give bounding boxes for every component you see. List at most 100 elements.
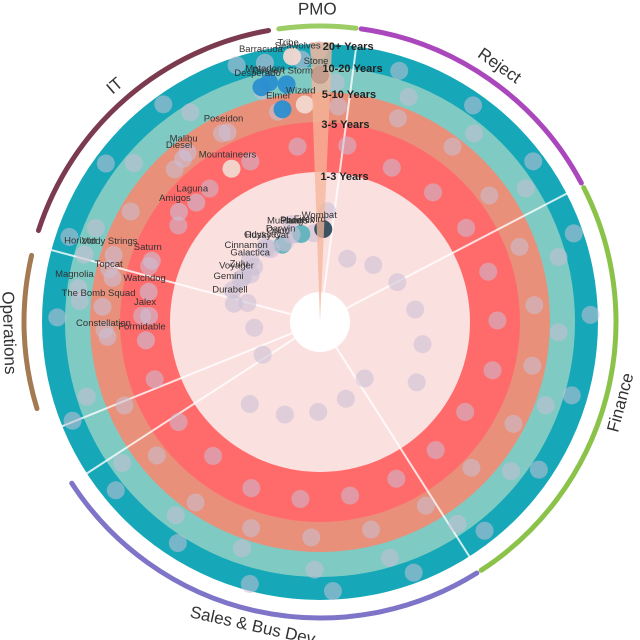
dept-arc-5 <box>35 27 272 234</box>
project-bubble <box>399 88 418 107</box>
project-bubble <box>413 335 432 354</box>
project-label: Zulu <box>230 259 248 270</box>
project-label: Formidable <box>118 321 166 332</box>
project-bubble <box>124 154 143 173</box>
sector-divider-0 <box>322 44 358 293</box>
project-label: The Bomb Squad <box>62 288 136 299</box>
project-bubble <box>390 61 409 80</box>
project-label: Firebird <box>294 214 326 225</box>
project-bubble <box>115 396 134 415</box>
project-label: Magnolia <box>55 269 94 280</box>
bubbles-layer <box>48 41 600 601</box>
project-label: Wombat <box>302 210 338 221</box>
project-bubble-voyager <box>231 270 250 289</box>
project-bubble <box>288 137 307 156</box>
project-bubble <box>70 291 89 310</box>
project-label: Orion <box>267 226 290 237</box>
dept-label-0: PMO <box>298 0 337 19</box>
project-label: Tribe <box>277 37 298 48</box>
project-bubble-magnolia <box>69 279 88 298</box>
project-label: Diesel <box>166 140 192 151</box>
project-bubble <box>510 237 529 256</box>
project-label: Amigos <box>159 193 191 204</box>
project-bubble <box>86 219 105 238</box>
project-bubble <box>387 469 406 488</box>
project-bubble <box>549 247 568 266</box>
project-label: Odyssey <box>244 229 281 240</box>
project-bubble <box>77 387 96 406</box>
project-bubble-laguna <box>187 193 206 212</box>
project-bubble <box>326 73 345 92</box>
project-label: Mountaineers <box>199 150 257 161</box>
project-bubble-horizon <box>75 245 94 264</box>
project-bubble-tribe <box>283 47 302 66</box>
project-bubble-malibu <box>178 143 197 162</box>
highlight-wedge-layer <box>310 41 333 322</box>
project-bubble <box>406 300 425 319</box>
dept-arc-1 <box>358 26 584 186</box>
project-bubble <box>462 458 481 477</box>
project-bubble <box>380 548 399 567</box>
project-bubble <box>464 96 483 115</box>
project-bubble <box>186 493 205 512</box>
project-label: Pluto <box>280 216 302 227</box>
project-bubble <box>564 224 583 243</box>
ring-label-0: 1-3 Years <box>320 171 368 183</box>
project-bubble-dessert-storm <box>277 75 296 94</box>
project-bubble-odyssey <box>257 239 276 258</box>
project-label: Constellation <box>76 318 131 329</box>
project-label: Barracuda <box>239 44 284 55</box>
project-bubble <box>529 460 548 479</box>
project-label: Dessert Storm <box>252 65 313 76</box>
project-bubble <box>242 519 261 538</box>
project-bubble <box>323 582 342 601</box>
project-bubble <box>200 179 219 198</box>
project-bubble <box>426 441 445 460</box>
ring-label-2: 5-10 Years <box>322 89 376 101</box>
project-bubble <box>523 356 542 375</box>
ring-label-1: 3-5 Years <box>321 119 369 131</box>
dept-arc-3 <box>69 480 480 621</box>
project-bubble-poseidon <box>218 123 237 142</box>
project-label: Gemini <box>214 271 244 282</box>
project-bubble <box>181 103 200 122</box>
project-bubble <box>549 323 568 342</box>
project-bubble <box>516 179 535 198</box>
project-bubble-watchdog <box>139 282 158 301</box>
project-bubble <box>147 446 166 465</box>
project-bubble <box>291 489 310 508</box>
project-label: Elmer <box>266 90 291 101</box>
ring-label-3: 10-20 Years <box>322 63 382 75</box>
project-bubble <box>504 414 523 433</box>
project-bubble <box>536 396 555 415</box>
project-bubble <box>456 402 475 421</box>
project-bubble-darwin <box>275 233 294 252</box>
dept-label-4: Operations <box>0 291 20 375</box>
project-bubble <box>382 158 401 177</box>
project-label: Topcat <box>95 259 123 270</box>
project-bubble <box>525 296 544 315</box>
project-label: Laguna <box>176 184 208 195</box>
project-label: Horizon <box>64 235 97 246</box>
project-bubble <box>416 496 435 515</box>
project-bubble <box>240 395 259 414</box>
project-bubble <box>483 361 502 380</box>
project-bubble <box>253 345 272 364</box>
project-bubble-durabell <box>224 294 243 313</box>
project-bubble <box>336 389 355 408</box>
project-label: Matadors <box>245 63 285 74</box>
project-bubble-saturn <box>142 251 161 270</box>
project-bubble <box>63 411 82 430</box>
project-bubble <box>502 462 521 481</box>
project-label: Malibu <box>170 134 198 145</box>
project-bubble <box>329 97 348 116</box>
project-label: Watchdog <box>123 273 165 284</box>
ring-label-4: 20+ Years <box>323 41 374 53</box>
project-label: Darwin <box>266 224 296 235</box>
project-label: Wizard <box>286 86 316 97</box>
project-bubble <box>169 413 188 432</box>
dept-arc-4 <box>21 252 40 412</box>
project-bubble <box>302 528 321 547</box>
project-bubble-barracuda <box>255 53 274 72</box>
